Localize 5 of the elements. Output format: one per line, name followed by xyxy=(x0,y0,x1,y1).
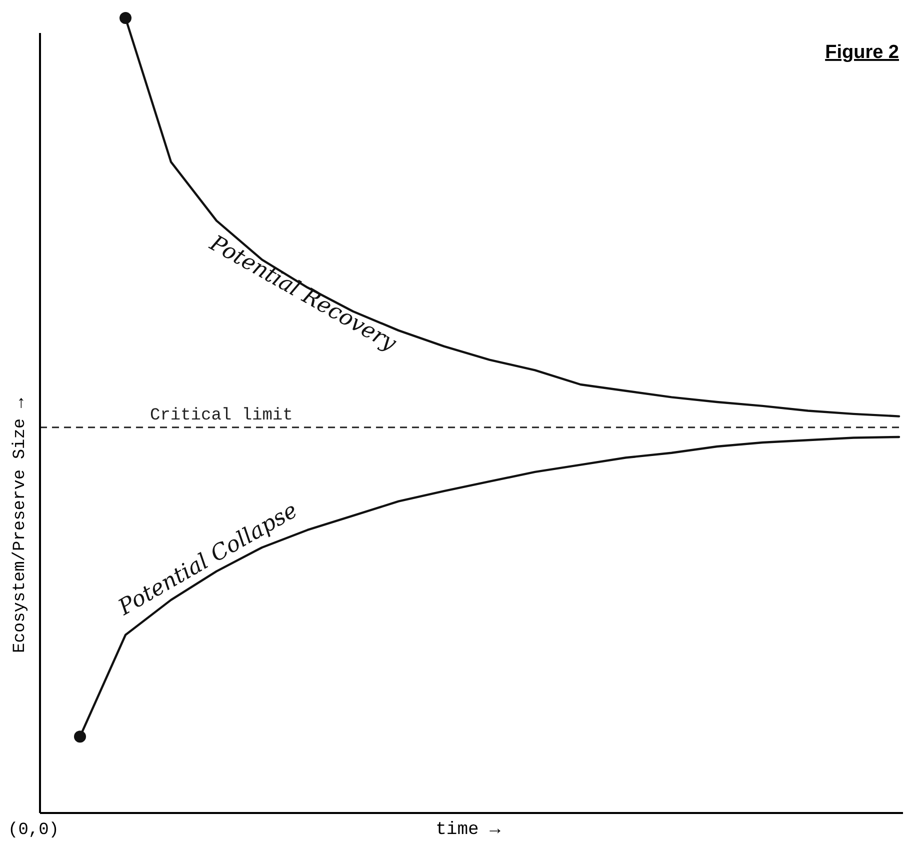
y-axis-title: Ecosystem/Preserve Size → xyxy=(11,397,30,654)
x-axis-title: time → xyxy=(436,820,501,840)
ref-line-label: Critical limit xyxy=(150,406,293,426)
text: (0,0) xyxy=(8,821,60,840)
text: Figure 2 xyxy=(825,42,899,63)
